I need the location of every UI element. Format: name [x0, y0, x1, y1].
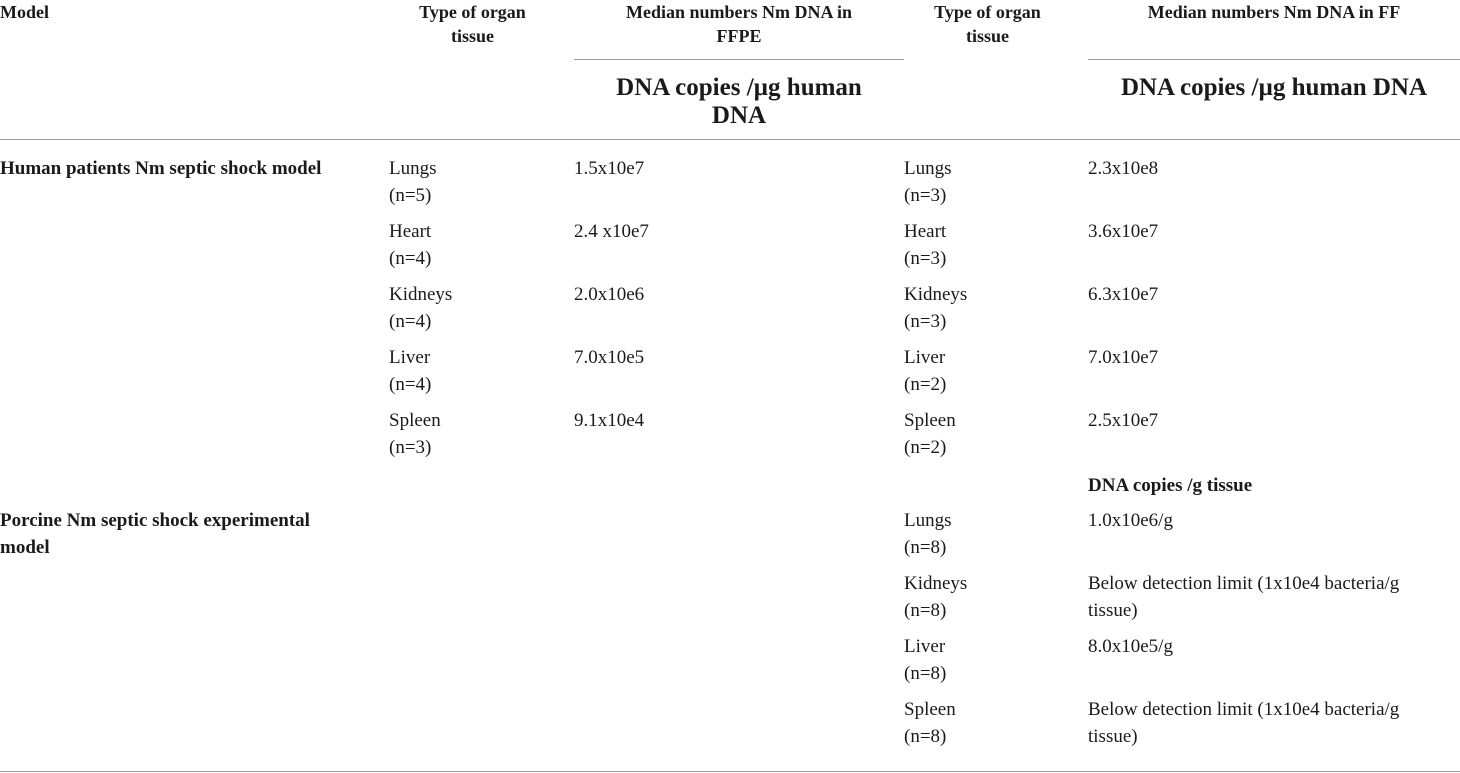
porcine-organ-name: Lungs — [904, 510, 952, 531]
model-porcine-line1: Porcine Nm septic shock experimental — [0, 510, 310, 531]
human-organ2-name: Heart — [904, 221, 947, 242]
human-ff-value: 2.3x10e8 — [1088, 158, 1159, 179]
model-human: Human patients Nm septic shock model — [0, 158, 322, 179]
porcine-ff-line1: Below detection limit (1x10e4 bacteria/g — [1088, 699, 1400, 720]
header-organ-type-1: Type of organ tissue — [380, 0, 565, 48]
porcine-ff-line2: tissue) — [1088, 600, 1138, 621]
human-organ1-name: Lungs — [389, 158, 437, 179]
human-organ1-name: Liver — [389, 347, 431, 368]
human-organ1-heart: Heart (n=4) — [389, 218, 431, 272]
header-ffpe-unit-line2: DNA — [711, 102, 767, 129]
porcine-ff-line1: 8.0x10e5/g — [1088, 636, 1173, 657]
porcine-ff-value: Below detection limit (1x10e4 bacteria/g… — [1088, 570, 1399, 624]
human-organ1-spleen: Spleen (n=3) — [389, 407, 441, 461]
porcine-organ-kidneys: Kidneys (n=8) — [904, 570, 967, 624]
header-top-rule-ff — [1088, 59, 1460, 60]
human-organ1-n: (n=5) — [389, 185, 432, 206]
header-organ-type-1-line1: Type of organ — [419, 2, 526, 22]
human-organ2-name: Spleen — [904, 410, 956, 431]
human-ff-value: 2.5x10e7 — [1088, 410, 1159, 431]
human-organ2-n: (n=3) — [904, 311, 947, 332]
human-organ1-n: (n=4) — [389, 248, 432, 269]
human-ffpe-value: 1.5x10e7 — [574, 158, 645, 179]
header-ffpe-unit-line1: DNA copies /µg human — [616, 74, 862, 101]
porcine-organ-n: (n=8) — [904, 663, 947, 684]
header-ffpe-title-line1: Median numbers Nm DNA in — [625, 2, 853, 22]
human-organ1-lungs: Lungs (n=5) — [389, 155, 437, 209]
header-ff-title: Median numbers Nm DNA in FF — [1147, 2, 1401, 22]
human-organ1-n: (n=4) — [389, 311, 432, 332]
human-organ1-name: Spleen — [389, 410, 441, 431]
human-ffpe-value: 7.0x10e5 — [574, 347, 645, 368]
header-model: Model — [0, 2, 49, 22]
human-organ1-n: (n=3) — [389, 437, 432, 458]
porcine-ff-line2: tissue) — [1088, 726, 1138, 747]
header-organ-type-1-line2: tissue — [450, 26, 494, 46]
human-organ1-name: Kidneys — [389, 284, 453, 305]
header-top-rule-ffpe — [574, 59, 904, 60]
human-ffpe-value: 9.1x10e4 — [574, 410, 645, 431]
porcine-organ-n: (n=8) — [904, 600, 947, 621]
header-organ-type-2-line1: Type of organ — [934, 2, 1041, 22]
human-ffpe-value: 2.4 x10e7 — [574, 221, 649, 242]
porcine-organ-n: (n=8) — [904, 726, 947, 747]
porcine-ff-line1: Below detection limit (1x10e4 bacteria/g — [1088, 573, 1400, 594]
header-organ-type-2: Type of organ tissue — [895, 0, 1080, 48]
human-organ2-kidneys: Kidneys (n=3) — [904, 281, 967, 335]
porcine-organ-liver: Liver (n=8) — [904, 633, 946, 687]
human-organ1-kidneys: Kidneys (n=4) — [389, 281, 452, 335]
model-porcine: Porcine Nm septic shock experimental mod… — [0, 507, 310, 561]
human-ffpe-value: 2.0x10e6 — [574, 284, 645, 305]
human-organ1-name: Heart — [389, 221, 432, 242]
human-organ1-liver: Liver (n=4) — [389, 344, 431, 398]
human-organ2-heart: Heart (n=3) — [904, 218, 946, 272]
human-organ2-lungs: Lungs (n=3) — [904, 155, 952, 209]
header-organ-type-2-line2: tissue — [965, 26, 1009, 46]
header-ffpe-unit: DNA copies /µg human DNA — [574, 74, 904, 130]
human-ff-value: 7.0x10e7 — [1088, 347, 1159, 368]
human-organ2-n: (n=3) — [904, 248, 947, 269]
porcine-ff-line1: 1.0x10e6/g — [1088, 510, 1173, 531]
model-porcine-line2: model — [0, 537, 50, 558]
table-bottom-rule — [0, 771, 1460, 772]
porcine-ff-value: 1.0x10e6/g — [1088, 507, 1173, 534]
porcine-organ-name: Liver — [904, 636, 946, 657]
porcine-unit-label: DNA copies /g tissue — [1088, 475, 1253, 496]
header-ffpe-title: Median numbers Nm DNA in FFPE — [574, 0, 904, 48]
porcine-ff-value: Below detection limit (1x10e4 bacteria/g… — [1088, 696, 1399, 750]
porcine-organ-name: Spleen — [904, 699, 956, 720]
human-organ2-liver: Liver (n=2) — [904, 344, 946, 398]
porcine-organ-n: (n=8) — [904, 537, 947, 558]
porcine-organ-name: Kidneys — [904, 573, 968, 594]
human-organ2-name: Kidneys — [904, 284, 968, 305]
human-organ2-n: (n=3) — [904, 185, 947, 206]
human-organ2-n: (n=2) — [904, 437, 947, 458]
human-organ2-spleen: Spleen (n=2) — [904, 407, 956, 461]
porcine-organ-lungs: Lungs (n=8) — [904, 507, 952, 561]
header-ffpe-title-line2: FFPE — [716, 26, 762, 46]
porcine-organ-spleen: Spleen (n=8) — [904, 696, 956, 750]
human-ff-value: 3.6x10e7 — [1088, 221, 1159, 242]
human-organ2-name: Liver — [904, 347, 946, 368]
porcine-ff-value: 8.0x10e5/g — [1088, 633, 1173, 660]
header-bottom-rule — [0, 139, 1460, 140]
header-ff-unit: DNA copies /µg human DNA — [1120, 74, 1428, 101]
human-organ2-name: Lungs — [904, 158, 952, 179]
human-organ1-n: (n=4) — [389, 374, 432, 395]
human-organ2-n: (n=2) — [904, 374, 947, 395]
human-ff-value: 6.3x10e7 — [1088, 284, 1159, 305]
